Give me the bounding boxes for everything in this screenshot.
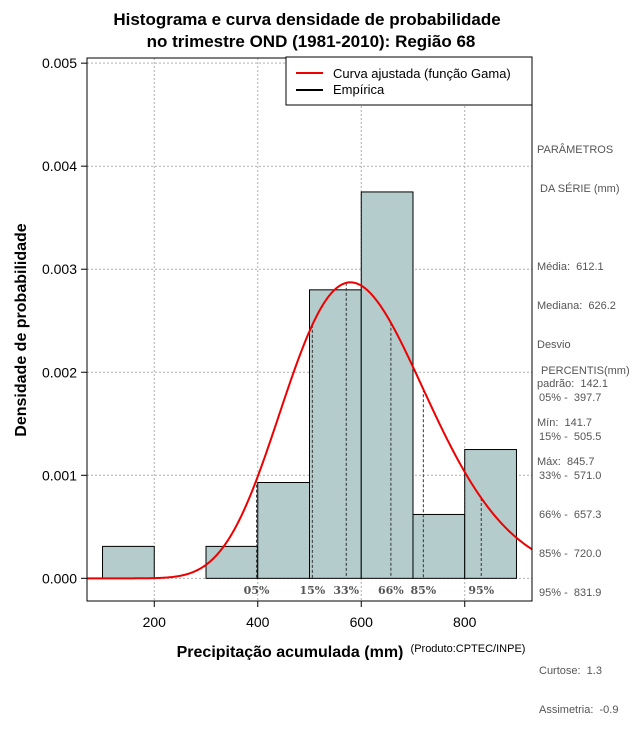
percentile-label: 66% (378, 584, 404, 597)
histogram-bar (464, 449, 517, 579)
histogram-bar (412, 513, 466, 579)
histogram-bar (257, 482, 311, 579)
histogram-bar (102, 545, 155, 579)
y-tick-label: 0.002 (42, 364, 77, 380)
percentile-labels: 05% 15% 33% 66% 85% 95% (244, 584, 495, 597)
param-sd-value: padrão: 142.1 (537, 378, 608, 390)
x-tick-label: 200 (143, 614, 167, 630)
histogram-bars (102, 191, 517, 579)
y-tick-label: 0.001 (42, 467, 77, 483)
param-max: Máx: 845.7 (537, 456, 595, 468)
percentile-label: 05% (244, 584, 270, 597)
x-axis-title: Precipitação acumulada (mm) (177, 644, 404, 660)
params-heading: PARÂMETROS (537, 144, 614, 156)
percentile-label: 33% (333, 584, 359, 597)
histogram-bar (309, 289, 362, 579)
legend-label-empirical: Empírica (333, 82, 385, 97)
fitted-curve-layer (87, 281, 533, 580)
histogram-bar (205, 545, 259, 579)
x-axis: 200 400 600 800 (143, 601, 477, 630)
y-axis: 0.000 0.001 0.002 0.003 0.004 0.005 (42, 55, 87, 586)
x-tick-label: 800 (453, 614, 477, 630)
percentile-lines (256, 282, 482, 579)
param-sd-label: Desvio (537, 339, 571, 351)
percentiles-panel-heading-wrap: PERCENTIS(mm) (541, 339, 630, 391)
percentile-label: 15% (299, 584, 325, 597)
y-tick-label: 0.005 (42, 55, 77, 71)
histogram-chart: Histograma e curva densidade de probabil… (13, 10, 533, 660)
percentile-label: 95% (468, 584, 494, 597)
percentile-85: 85% - 720.0 (539, 548, 602, 560)
fitted-gamma-curve (87, 281, 533, 580)
percentile-05: 05% - 397.7 (539, 392, 602, 404)
percentile-33: 33% - 571.0 (539, 470, 602, 482)
y-tick-label: 0.000 (42, 570, 77, 586)
product-credit: (Produto:CPTEC/INPE) (411, 643, 526, 655)
x-tick-label: 600 (350, 614, 374, 630)
percentiles-panel: 05% - 397.7 15% - 505.5 33% - 571.0 66% … (539, 366, 618, 730)
chart-title-line1: Histograma e curva densidade de probabil… (113, 10, 500, 29)
histogram-bar (360, 191, 414, 579)
y-tick-label: 0.003 (42, 261, 77, 277)
legend: Curva ajustada (função Gama) Empírica (285, 56, 533, 106)
param-median: Mediana: 626.2 (537, 300, 616, 312)
legend-box (285, 56, 533, 106)
skewness: Assimetria: -0.9 (539, 704, 619, 716)
param-min: Mín: 141.7 (537, 417, 593, 429)
y-tick-label: 0.004 (42, 158, 77, 174)
percentile-15: 15% - 505.5 (539, 431, 602, 443)
kurtosis: Curtose: 1.3 (539, 665, 602, 677)
series-parameters-panel: PARÂMETROS DA SÉRIE (mm) Média: 612.1 Me… (537, 118, 620, 482)
params-heading-unit: DA SÉRIE (mm) (537, 183, 620, 195)
x-tick-label: 400 (246, 614, 270, 630)
param-mean: Média: 612.1 (537, 261, 604, 273)
percentiles-heading: PERCENTIS(mm) (541, 365, 630, 377)
legend-label-curve: Curva ajustada (função Gama) (333, 66, 511, 81)
percentile-66: 66% - 657.3 (539, 509, 602, 521)
chart-title-line2: no trimestre OND (1981-2010): Região 68 (147, 32, 476, 51)
percentile-label: 85% (410, 584, 436, 597)
y-axis-title: Densidade de probabilidade (13, 223, 30, 436)
percentile-95: 95% - 831.9 (539, 587, 602, 599)
